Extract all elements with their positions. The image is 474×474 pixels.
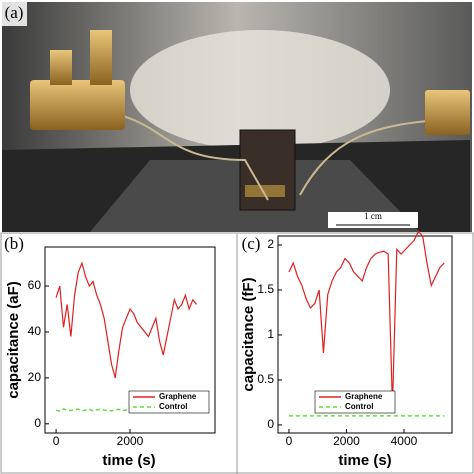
photo: 1 cm (a) xyxy=(2,2,472,232)
y-axis-label: capacitance (aF) xyxy=(5,281,22,399)
data-line xyxy=(288,230,445,407)
x-axis-label: time (s) xyxy=(338,452,391,469)
y-tick-label: 40 xyxy=(28,324,42,338)
y-tick-label: 2 xyxy=(267,237,274,251)
y-tick-label: 0 xyxy=(267,417,274,431)
scale-bar-label: 1 cm xyxy=(364,211,382,221)
y-tick-label: 1 xyxy=(267,327,274,341)
x-tick-label: 2000 xyxy=(333,434,360,448)
legend-label: Control xyxy=(345,402,373,411)
data-line xyxy=(55,261,197,379)
panel-frame xyxy=(0,232,474,474)
y-tick-label: 20 xyxy=(28,370,42,384)
x-tick-label: 0 xyxy=(53,434,60,448)
y-tick-label: 1.5 xyxy=(257,282,274,296)
y-tick-label: 0.5 xyxy=(257,372,274,386)
y-axis-label: capacitance (fF) xyxy=(240,277,257,391)
y-tick-label: 0 xyxy=(34,416,41,430)
panel-label: (c) xyxy=(242,234,261,253)
y-tick-label: 60 xyxy=(28,278,42,292)
panel-label: (b) xyxy=(4,234,24,253)
x-tick-label: 2000 xyxy=(117,434,144,448)
x-axis-label: time (s) xyxy=(102,452,155,469)
legend-label: Control xyxy=(159,402,187,411)
legend-label: Graphene xyxy=(159,392,197,401)
x-tick-label: 0 xyxy=(286,434,293,448)
legend-label: Graphene xyxy=(345,392,383,401)
panel-label: (a) xyxy=(5,3,24,22)
panel-label-bg xyxy=(239,234,265,254)
panel-label-bg xyxy=(2,234,28,254)
x-tick-label: 4000 xyxy=(391,434,418,448)
